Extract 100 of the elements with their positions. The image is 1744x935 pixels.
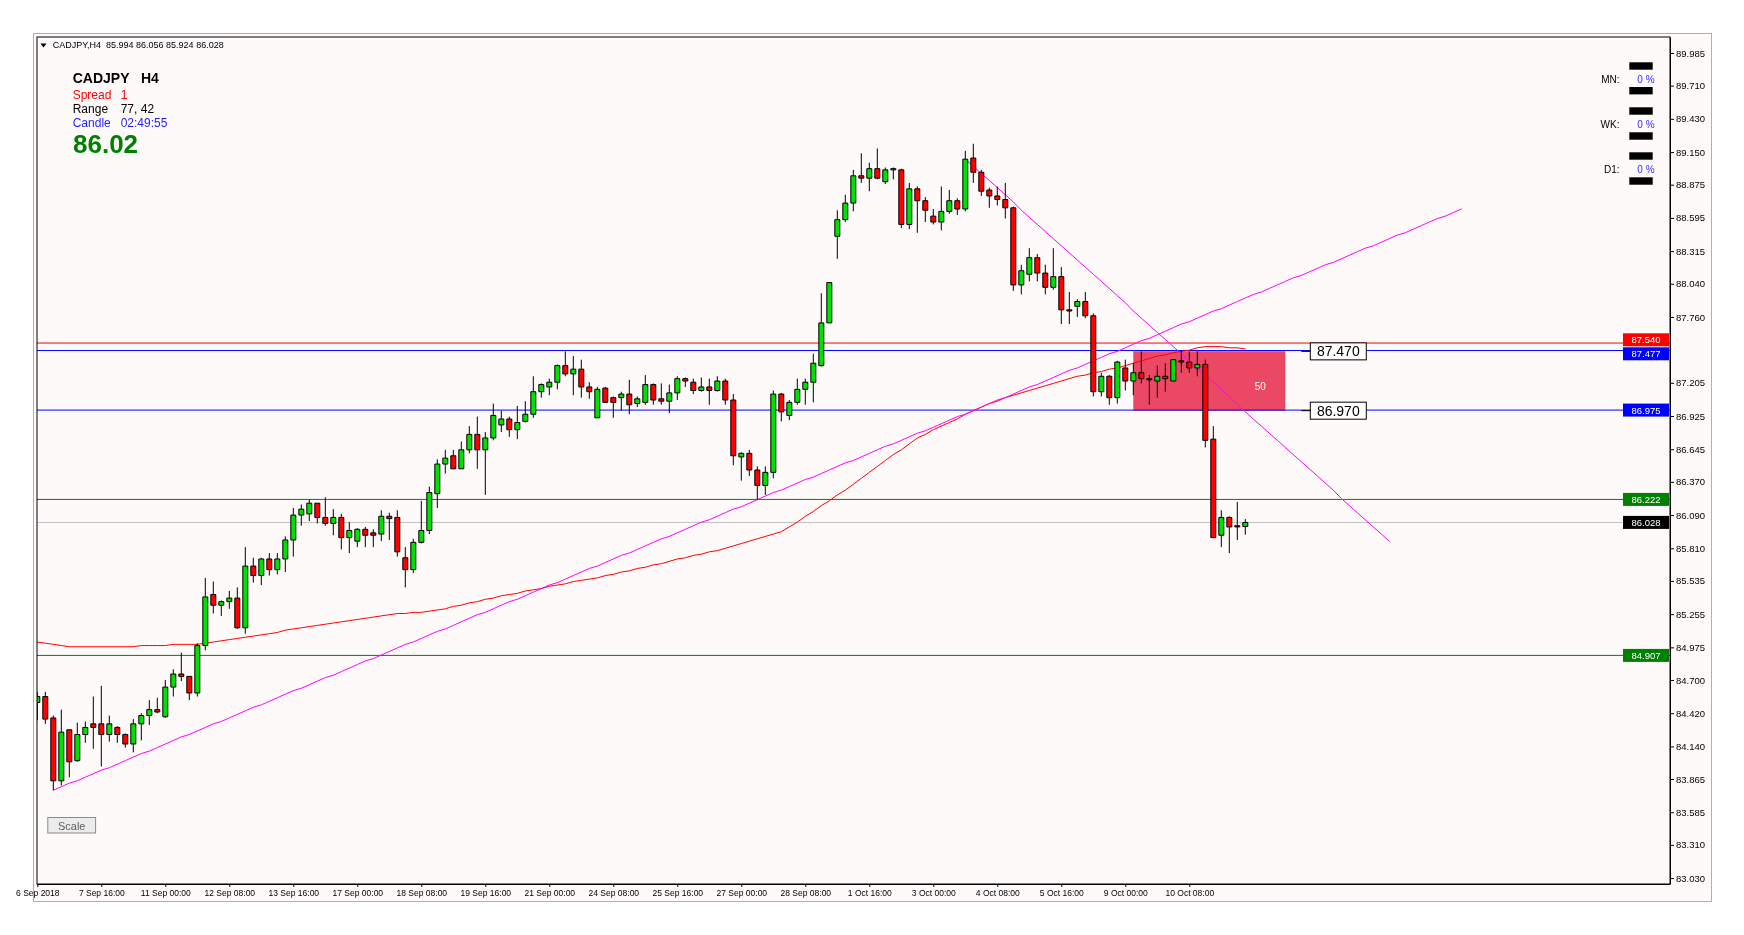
y-tick-label: 89.150 [1676,146,1706,158]
candlestick [794,378,801,406]
candlestick [122,732,129,749]
candlestick [338,513,345,550]
candlestick [554,363,561,390]
candlestick [714,375,721,393]
candlestick [306,499,313,522]
candlestick [786,399,793,421]
candlestick [546,378,553,396]
annotation: Candle [72,115,112,130]
candlestick [1154,365,1161,399]
candlestick [458,441,465,470]
y-tick-label: 85.255 [1676,608,1706,620]
candlestick [1058,266,1065,325]
ref-line-label: 86.222 [1631,493,1661,505]
candlestick [1186,350,1193,374]
candlestick [418,500,425,545]
y-tick-label: 86.925 [1676,410,1706,422]
x-tick-label: 7 Sep 16:00 [78,888,125,899]
candlestick [1114,360,1121,405]
candlestick [266,552,273,577]
candlestick [730,393,737,466]
y-tick-label: 84.700 [1676,674,1706,686]
x-tick-label: 24 Sep 08:00 [588,888,640,899]
y-tick-label: 84.140 [1676,740,1706,752]
x-tick-label: 5 Oct 16:00 [1039,888,1085,899]
x-tick-label: 17 Sep 00:00 [332,888,384,899]
ref-line-label: 86.028 [1631,516,1661,528]
annotation: 0 % [1637,73,1655,85]
candlestick [210,581,217,615]
y-tick-label: 89.985 [1676,47,1706,59]
y-tick-label: 83.585 [1676,806,1706,818]
candlestick [754,465,761,501]
candlestick [954,197,961,216]
candlestick [1194,350,1201,377]
candlestick [50,715,57,791]
x-tick-label: 11 Sep 00:00 [140,888,192,899]
candlestick [146,699,153,726]
candlestick [562,350,569,377]
candlestick [1138,350,1145,384]
candlestick [1146,374,1153,406]
candlestick [826,282,833,324]
candlestick [922,196,929,223]
annotation: 50 [1254,380,1267,392]
ref-line-label: 86.975 [1631,404,1661,416]
x-tick-label: 3 Oct 00:00 [911,888,957,899]
candlestick [706,378,713,406]
candlestick [882,166,889,185]
x-tick-label: 28 Sep 08:00 [780,888,832,899]
candlestick [178,652,185,682]
candlestick [850,169,857,212]
candlestick [250,557,257,584]
candlestick [946,189,953,215]
x-tick-label: 13 Sep 16:00 [268,888,320,899]
candlestick [810,353,817,403]
x-tick-label: 27 Sep 00:00 [716,888,768,899]
y-tick-label: 88.595 [1676,212,1706,224]
candlestick [1042,264,1049,295]
y-tick-label: 85.810 [1676,542,1706,554]
candlestick [234,586,241,630]
y-tick-label: 87.205 [1676,377,1706,389]
candlestick [522,400,529,424]
candlestick [258,557,265,586]
candlestick [74,722,81,763]
candlestick [426,486,433,535]
candlestick [1170,359,1177,382]
candlestick [914,185,921,234]
x-tick-label: 4 Oct 08:00 [975,888,1021,899]
candlestick [378,509,385,542]
candlestick [682,376,689,388]
annotation: MN: [1601,73,1620,85]
candlestick [666,384,673,414]
annotation: Spread [72,88,112,102]
annotation: 87.470 [1316,343,1360,360]
candlestick [866,162,873,192]
candlestick [842,194,849,223]
candlestick [578,359,585,399]
candlestick [186,675,193,701]
candlestick [930,208,937,225]
candlestick [1106,374,1113,406]
candlestick [1226,515,1233,554]
candlestick [130,718,137,753]
candlestick [1218,509,1225,548]
candlestick [114,725,121,744]
candlestick [298,503,305,527]
y-tick-label: 87.760 [1676,311,1706,323]
candlestick [1122,359,1129,392]
annotation: 77, 42 [120,101,155,116]
candlestick [1010,206,1017,292]
candlestick [970,143,977,184]
annotation: Range [72,101,109,116]
y-tick-label: 85.535 [1676,575,1706,587]
candlestick [58,709,65,787]
candlestick [1130,362,1137,396]
text: CADJPY H4 [72,70,160,87]
candlestick [482,431,489,496]
candlestick [226,590,233,610]
candlestick [434,458,441,509]
candlestick [466,425,473,454]
y-tick-label: 86.370 [1676,476,1706,488]
